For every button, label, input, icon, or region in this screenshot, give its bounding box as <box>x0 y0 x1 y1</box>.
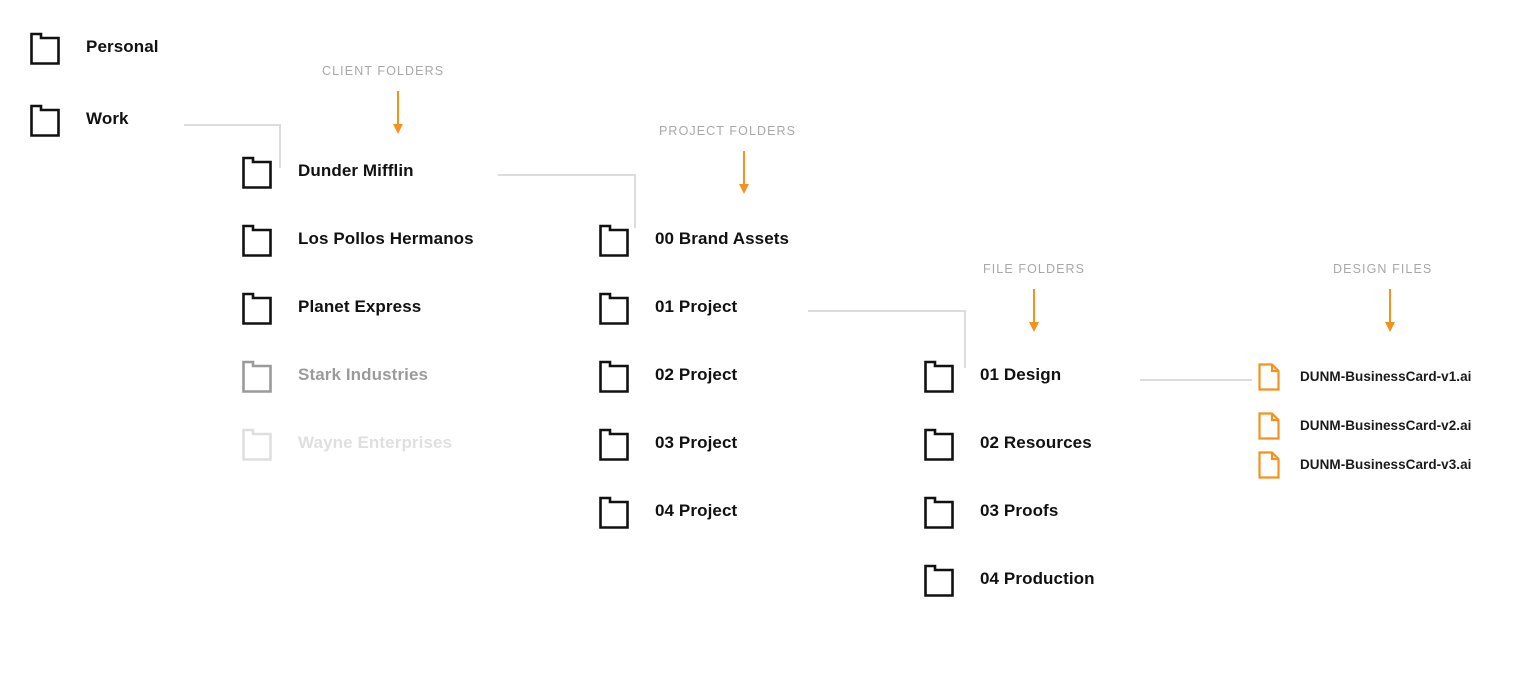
folder-node-dunder-mifflin[interactable]: Dunder Mifflin <box>242 152 414 189</box>
column-header-project-folders: PROJECT FOLDERS <box>659 125 796 196</box>
column-header-label: CLIENT FOLDERS <box>322 64 445 78</box>
folder-icon <box>30 32 60 65</box>
folder-label: 04 Production <box>980 569 1095 588</box>
file-node-businesscard-v2[interactable]: DUNM-BusinessCard-v2.ai <box>1258 412 1471 440</box>
folder-label: Planet Express <box>298 297 422 316</box>
folder-icon <box>924 360 954 393</box>
folder-node-stark-industries[interactable]: Stark Industries <box>242 356 428 393</box>
folder-node-02-project[interactable]: 02 Project <box>599 356 737 393</box>
column-header-design-files: DESIGN FILES <box>1333 263 1432 334</box>
file-icon <box>1258 412 1280 440</box>
folder-node-04-project[interactable]: 04 Project <box>599 492 737 529</box>
folder-label: 04 Project <box>655 501 738 520</box>
folder-node-work[interactable]: Work <box>30 100 129 137</box>
folder-node-00-brand-assets[interactable]: 00 Brand Assets <box>599 220 789 257</box>
folder-icon <box>599 224 629 257</box>
file-label: DUNM-BusinessCard-v3.ai <box>1300 457 1472 473</box>
folder-icon <box>599 428 629 461</box>
folder-label: 03 Project <box>655 433 738 452</box>
folder-label: 02 Project <box>655 365 738 384</box>
folder-label: 00 Brand Assets <box>655 229 790 248</box>
folder-label: 01 Design <box>980 365 1062 384</box>
folder-icon <box>242 224 272 257</box>
file-icon <box>1258 363 1280 391</box>
folder-icon <box>30 104 60 137</box>
column-header-file-folders: FILE FOLDERS <box>983 263 1085 334</box>
folder-icon <box>599 292 629 325</box>
folder-node-wayne-enterprises[interactable]: Wayne Enterprises <box>242 424 452 461</box>
folder-label: Los Pollos Hermanos <box>298 229 474 248</box>
file-label: DUNM-BusinessCard-v2.ai <box>1300 418 1472 434</box>
connector-01-design-to-design-file <box>1140 379 1252 381</box>
down-arrow-icon <box>1385 288 1395 332</box>
folder-icon <box>924 428 954 461</box>
folder-label: Personal <box>86 37 159 56</box>
folder-icon <box>242 292 272 325</box>
folder-node-los-pollos-hermanos[interactable]: Los Pollos Hermanos <box>242 220 474 257</box>
column-header-label: PROJECT FOLDERS <box>659 124 797 138</box>
folder-node-planet-express[interactable]: Planet Express <box>242 288 421 325</box>
folder-icon <box>242 156 272 189</box>
down-arrow-icon <box>739 150 749 194</box>
connector-01-project-to-01-design <box>808 310 966 368</box>
folder-label: 03 Proofs <box>980 501 1059 520</box>
down-arrow-icon <box>1029 288 1039 332</box>
folder-label: 02 Resources <box>980 433 1092 452</box>
connector-work-to-dunder-mifflin <box>184 124 281 168</box>
folder-node-03-proofs[interactable]: 03 Proofs <box>924 492 1058 529</box>
connector-dunder-mifflin-to-brand-assets <box>498 174 636 228</box>
folder-node-01-project[interactable]: 01 Project <box>599 288 737 325</box>
column-header-label: FILE FOLDERS <box>983 262 1086 276</box>
folder-node-personal[interactable]: Personal <box>30 28 159 65</box>
folder-icon <box>924 564 954 597</box>
folder-label: Stark Industries <box>298 365 429 384</box>
file-icon <box>1258 451 1280 479</box>
folder-icon <box>924 496 954 529</box>
folder-icon <box>242 360 272 393</box>
folder-node-04-production[interactable]: 04 Production <box>924 560 1095 597</box>
folder-label: Wayne Enterprises <box>298 433 453 452</box>
folder-label: Work <box>86 109 129 128</box>
folder-icon <box>242 428 272 461</box>
folder-node-03-project[interactable]: 03 Project <box>599 424 737 461</box>
column-header-client-folders: CLIENT FOLDERS <box>322 65 444 136</box>
down-arrow-icon <box>393 90 403 134</box>
file-label: DUNM-BusinessCard-v1.ai <box>1300 369 1472 385</box>
file-node-businesscard-v3[interactable]: DUNM-BusinessCard-v3.ai <box>1258 451 1471 479</box>
folder-icon <box>599 496 629 529</box>
folder-label: 01 Project <box>655 297 738 316</box>
file-node-businesscard-v1[interactable]: DUNM-BusinessCard-v1.ai <box>1258 363 1471 391</box>
folder-node-01-design[interactable]: 01 Design <box>924 356 1061 393</box>
folder-node-02-resources[interactable]: 02 Resources <box>924 424 1092 461</box>
column-header-label: DESIGN FILES <box>1333 262 1433 276</box>
folder-icon <box>599 360 629 393</box>
folder-label: Dunder Mifflin <box>298 161 414 180</box>
